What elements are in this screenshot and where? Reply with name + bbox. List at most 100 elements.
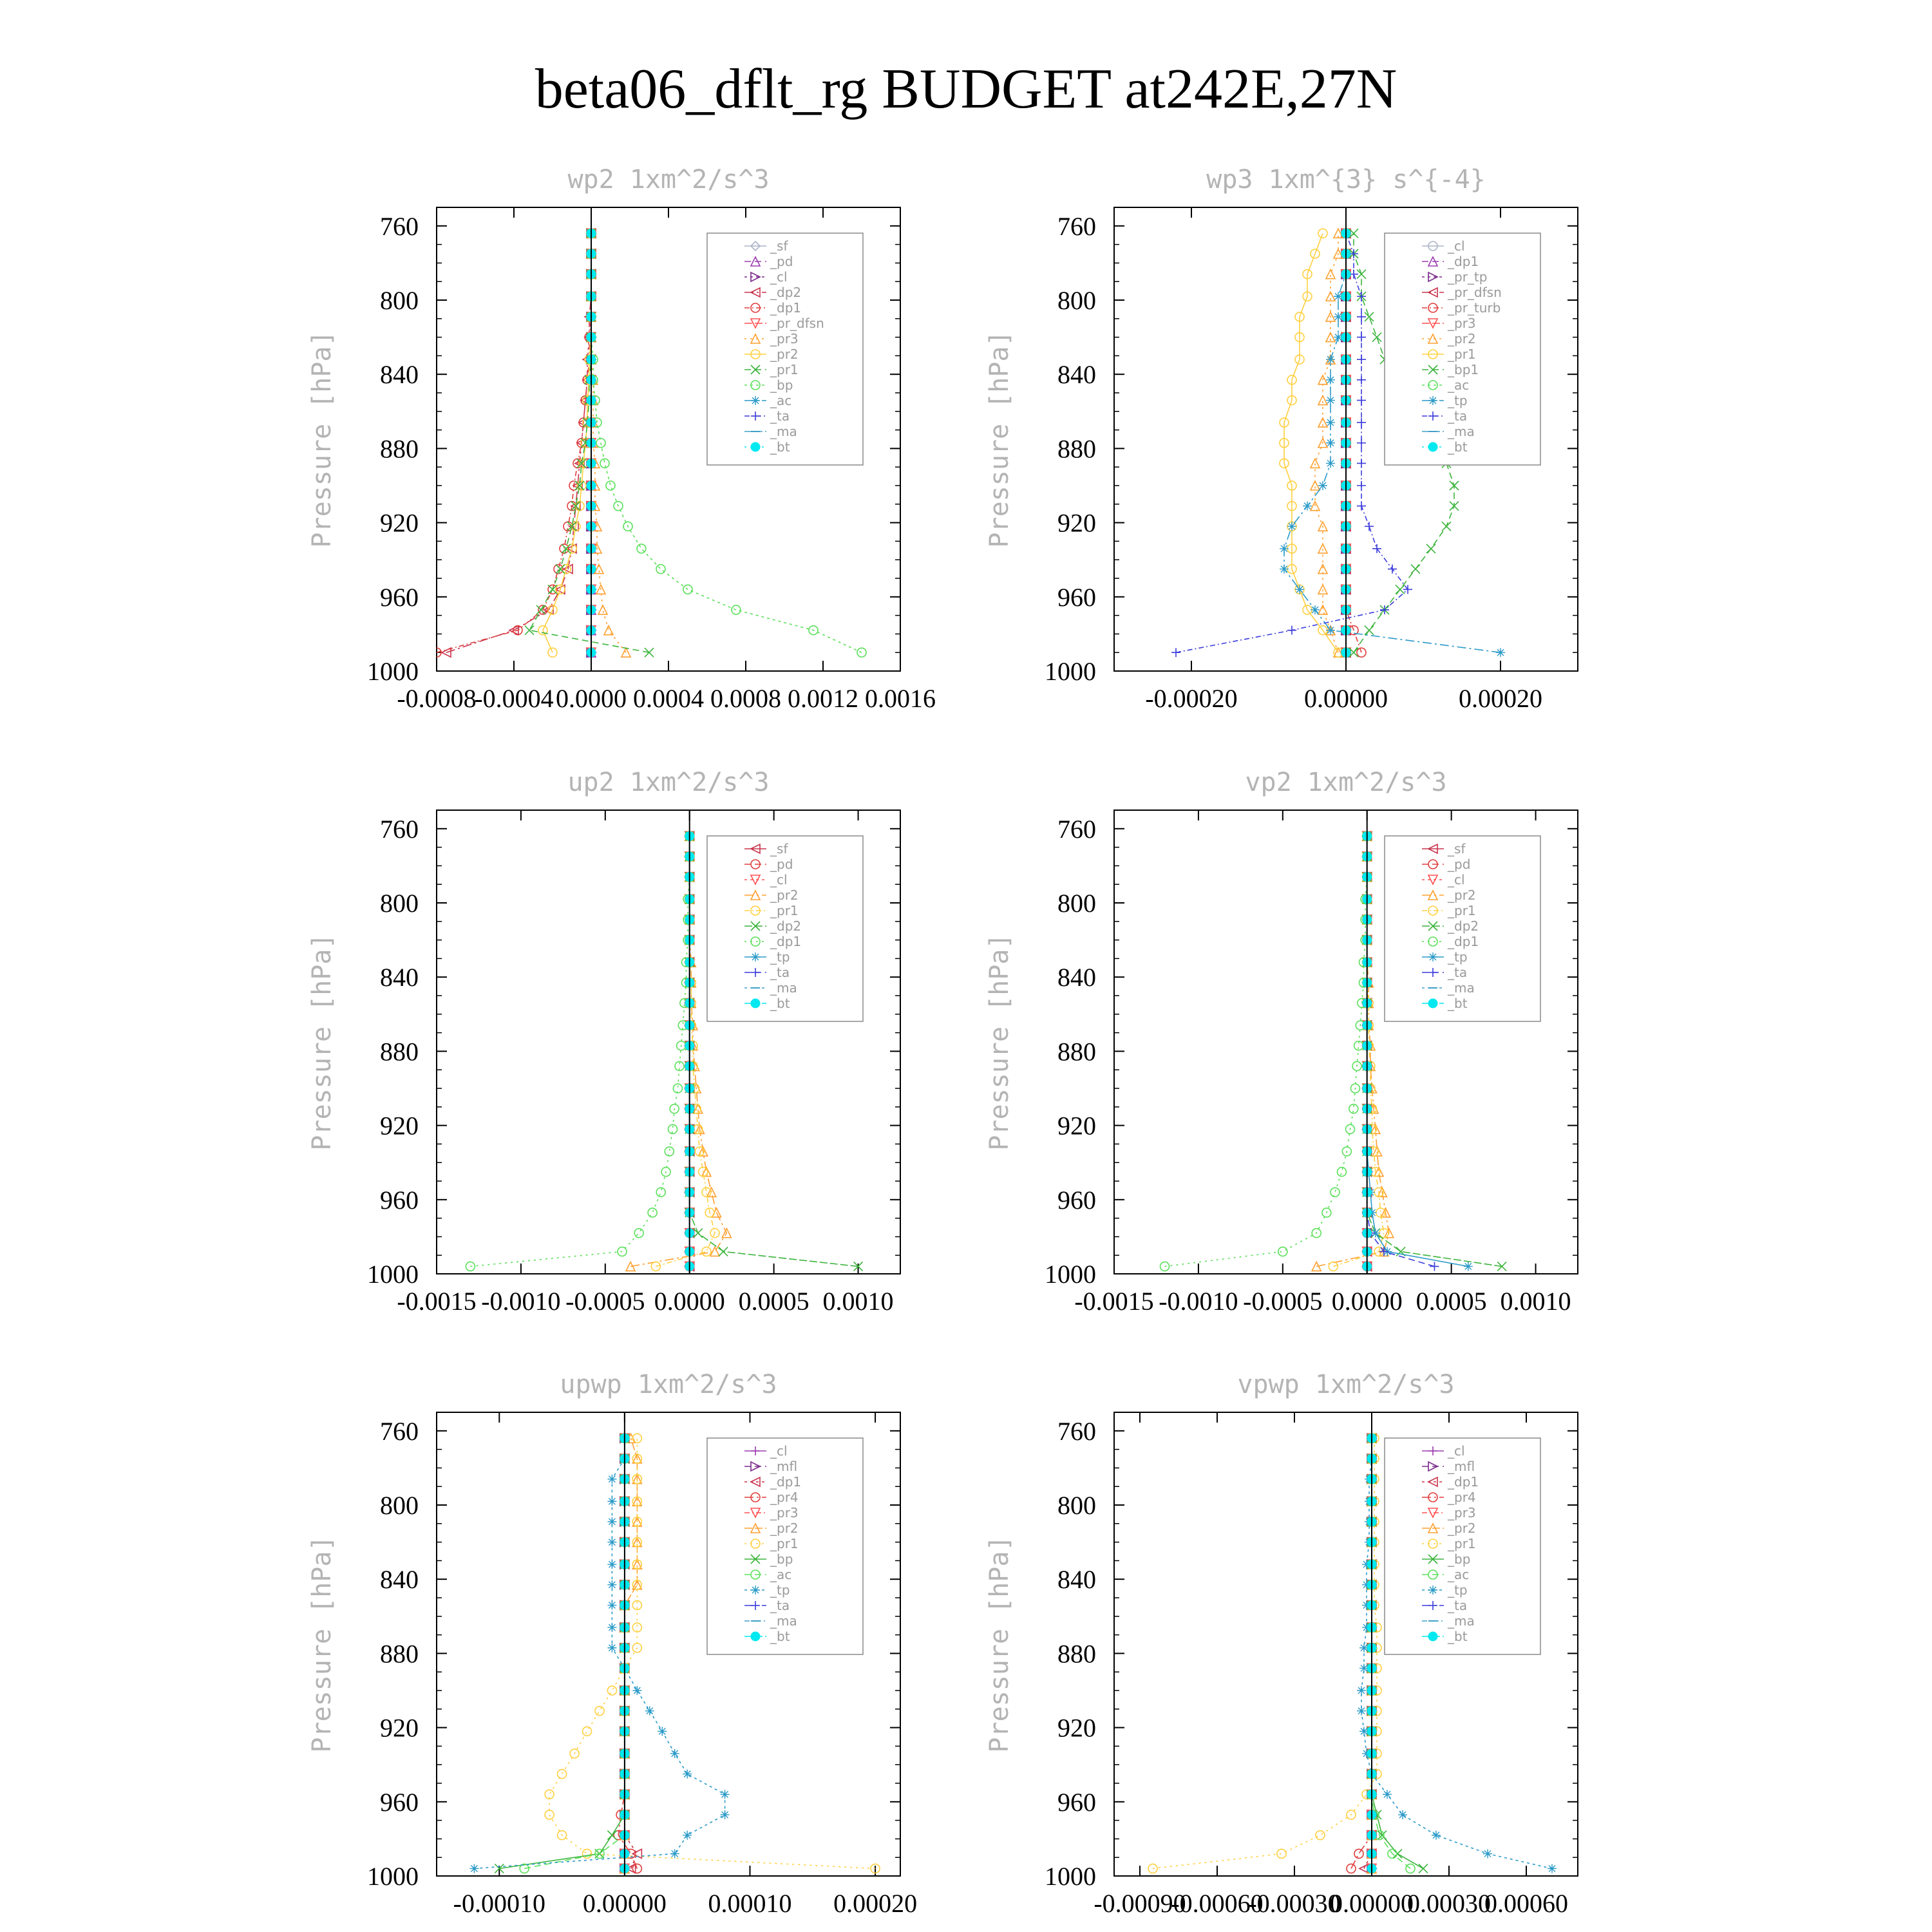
y-tick-label: 880 [380, 1037, 419, 1066]
data-point-bp [636, 544, 647, 554]
data-point-tp [1311, 605, 1320, 614]
legend-label: _pr4 [770, 1490, 799, 1505]
data-point-tp [607, 1623, 617, 1633]
data-point-tp [607, 1560, 617, 1569]
legend-marker [750, 287, 761, 298]
data-point-dp2 [693, 1228, 703, 1238]
legend-label: _tp [1447, 393, 1468, 408]
legend-label: _ta [1447, 1598, 1467, 1613]
data-point-bp [623, 521, 633, 532]
data-point-tp [670, 1748, 679, 1758]
data-point-pr1 [694, 1146, 705, 1157]
series-line-pr3 [591, 233, 627, 653]
series-line-bp1 [1353, 233, 1455, 653]
data-point-pr1 [1302, 269, 1312, 279]
data-point-ta [1380, 605, 1389, 614]
data-point-dp1 [1159, 1261, 1170, 1272]
data-point-tp [645, 1706, 654, 1716]
legend-label: _pr_tp [1447, 269, 1487, 285]
x-tick-label: 0.0012 [788, 684, 858, 713]
data-point-pr2 [1325, 268, 1336, 279]
data-point-ta [1357, 375, 1366, 384]
data-point-tp [1367, 1208, 1377, 1217]
data-point-tp [1362, 1600, 1371, 1610]
data-point-pr1 [701, 1246, 712, 1257]
legend-label: _ta [1447, 408, 1467, 424]
legend-marker [1428, 1492, 1438, 1502]
legend-label: _tp [1447, 949, 1468, 965]
data-point-dp1 [1321, 1208, 1332, 1218]
data-point-pr2 [1309, 480, 1321, 491]
panel-up2: up2 1xm^2/s^3 Pressure [hPa] 760 800 840 880 9… [307, 768, 901, 1316]
data-point-pr1 [710, 1227, 720, 1238]
data-point-pr2 [1332, 248, 1344, 259]
legend-label: _bp [1447, 1551, 1470, 1567]
data-point-tp [1362, 1623, 1371, 1633]
data-point-bp1 [1372, 332, 1382, 343]
y-tick-label: 960 [380, 583, 419, 612]
data-point-pr1 [632, 1454, 643, 1464]
legend-marker [751, 952, 760, 961]
legend-marker [1428, 1631, 1438, 1642]
legend-marker [750, 1631, 761, 1642]
data-point-pr2 [1317, 604, 1329, 615]
data-point-bp [613, 500, 623, 511]
data-point-pr2 [1317, 543, 1329, 554]
y-tick-label: 960 [380, 1186, 419, 1215]
legend-marker [750, 921, 761, 931]
legend-label: _ac [1447, 1567, 1469, 1582]
data-point-tp [1326, 459, 1335, 468]
legend-marker [751, 396, 760, 405]
legend-label: _sf [770, 238, 788, 254]
legend-marker [750, 240, 761, 252]
x-tick-label: 0.0004 [633, 684, 704, 713]
legend-label: _ma [1447, 1613, 1475, 1629]
x-tick-label: 0.0000 [1332, 1287, 1403, 1316]
legend-label: _pr3 [770, 331, 799, 346]
legend-marker [750, 256, 761, 267]
data-point-pr2 [1380, 1207, 1391, 1218]
y-tick-label: 1000 [367, 657, 419, 686]
legend-marker [750, 998, 761, 1009]
panel-title: vp2 1xm^2/s^3 [1245, 768, 1446, 797]
data-point-dp2 [440, 647, 451, 658]
data-point-tp [1432, 1830, 1441, 1840]
y-axis-label: Pressure [hPa] [985, 330, 1014, 547]
data-point-pr3 [597, 604, 609, 615]
x-tick-label: -0.0010 [481, 1287, 560, 1316]
data-point-ta [1403, 585, 1412, 594]
legend-label: _pr2 [770, 887, 799, 903]
data-point-bp [494, 1863, 504, 1874]
data-point-pr4 [1346, 1863, 1356, 1874]
legend-marker [1427, 1476, 1438, 1488]
data-point-tp [1362, 1748, 1371, 1758]
legend-marker [1428, 303, 1438, 313]
data-point-ta [1357, 481, 1366, 490]
legend-label: _pr1 [1447, 903, 1476, 918]
data-point-pr2 [1317, 520, 1329, 532]
data-point-pr1 [1287, 500, 1297, 511]
legend-box [706, 1437, 864, 1655]
legend-marker [1428, 365, 1438, 375]
legend-marker [1428, 859, 1438, 869]
data-point-dp1 [661, 1166, 671, 1177]
data-point-pr3 [620, 647, 632, 658]
plot-frame [1113, 810, 1578, 1274]
data-point-ta [1357, 292, 1366, 301]
legend-marker [1428, 396, 1437, 405]
y-axis-label: Pressure [hPa] [985, 933, 1014, 1150]
x-tick-label: -0.0005 [1243, 1287, 1322, 1316]
data-point-ac [594, 1848, 605, 1859]
data-point-tp [1362, 1580, 1371, 1589]
data-point-pr1 [705, 1208, 715, 1218]
series-line-pr1 [1152, 1438, 1378, 1870]
y-tick-label: 920 [380, 509, 419, 538]
legend-label: _dp2 [1447, 918, 1479, 934]
data-point-pr1 [632, 1517, 643, 1527]
legend-marker [750, 936, 761, 947]
data-point-bp [596, 437, 606, 448]
data-point-tp [1334, 292, 1343, 301]
data-point-pr1 [569, 1748, 580, 1759]
y-tick-label: 1000 [1045, 657, 1096, 686]
data-point-dp1 [1350, 1083, 1361, 1094]
